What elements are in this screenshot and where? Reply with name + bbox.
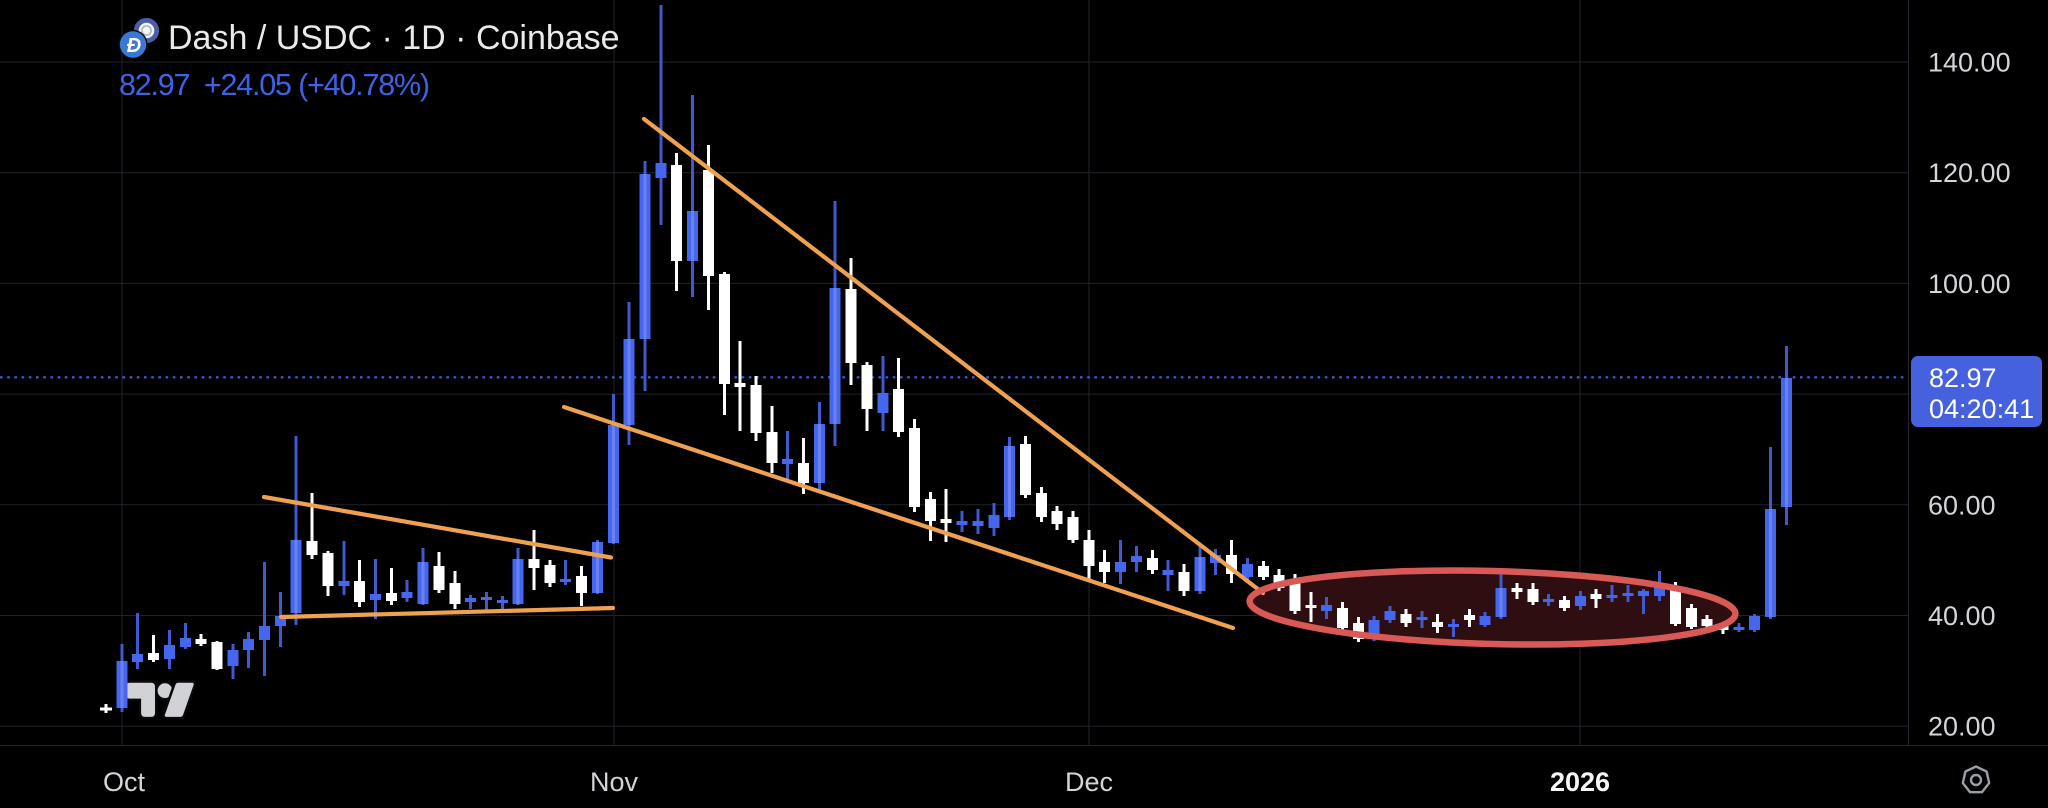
svg-text:82.97 +24.05 (+40.78%): 82.97 +24.05 (+40.78%): [119, 68, 429, 102]
svg-text:Oct: Oct: [103, 767, 146, 797]
svg-text:100.00: 100.00: [1928, 269, 2011, 299]
svg-text:Dec: Dec: [1065, 767, 1113, 797]
svg-text:Nov: Nov: [590, 767, 639, 797]
svg-text:2026: 2026: [1550, 767, 1610, 797]
svg-text:140.00: 140.00: [1928, 48, 2011, 78]
svg-text:120.00: 120.00: [1928, 158, 2011, 188]
svg-text:Đ: Đ: [127, 35, 141, 57]
svg-text:40.00: 40.00: [1928, 601, 1996, 631]
svg-text:04:20:41: 04:20:41: [1929, 394, 2034, 424]
svg-text:20.00: 20.00: [1928, 712, 1996, 742]
svg-text:82.97: 82.97: [1929, 363, 1997, 393]
svg-text:60.00: 60.00: [1928, 490, 1996, 520]
svg-text:Dash / USDC · 1D · Coinbase: Dash / USDC · 1D · Coinbase: [168, 19, 620, 57]
